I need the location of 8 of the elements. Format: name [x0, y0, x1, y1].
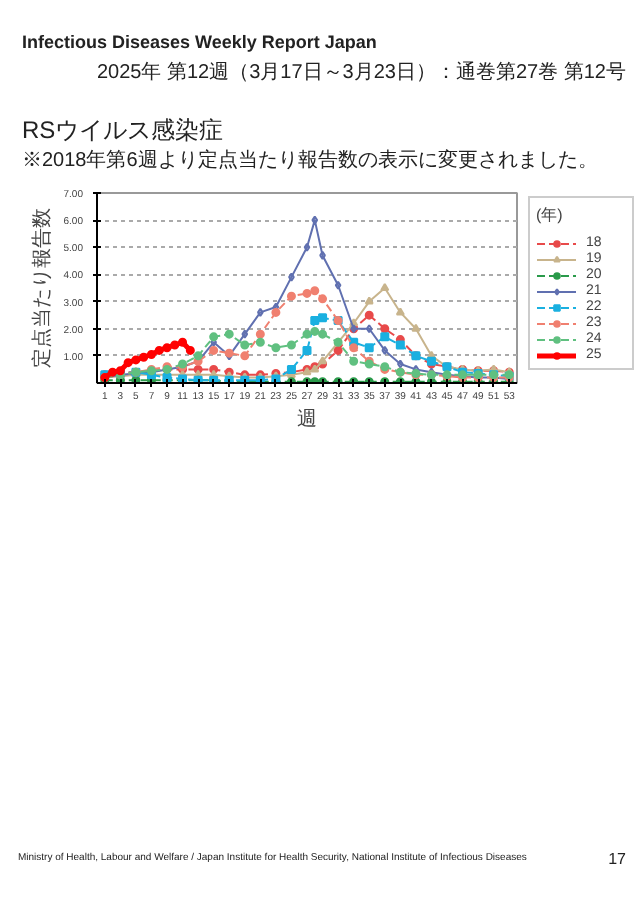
legend-title: (年) — [536, 204, 565, 226]
chart-title: RSウイルス感染症 — [20, 114, 226, 148]
text: Infectious Diseases Weekly Report Japan — [20, 30, 379, 56]
chart-subtitle: ※2018年第6週より定点当たり報告数の表示に変更されました。 — [20, 148, 600, 177]
text: 17 — [608, 847, 626, 871]
x-axis-title: 週 — [297, 409, 317, 431]
text: 2025年 第12週（3月17日～3月23日）：通巻第27巻 第12号 — [94, 59, 628, 88]
y-axis-title: 定点当たり報告数 — [29, 208, 54, 368]
